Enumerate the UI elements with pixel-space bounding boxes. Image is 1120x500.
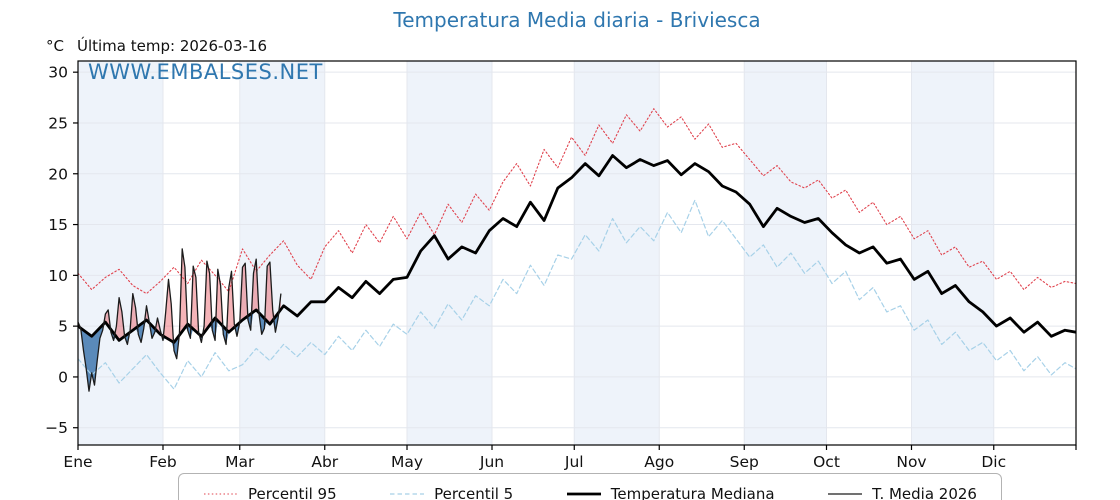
month-band (239, 61, 325, 445)
y-tick-label: 15 (48, 216, 68, 234)
series-line-2026 (78, 248, 282, 392)
legend-item-percentil-95: Percentil 95 (203, 485, 337, 500)
legend-swatch-percentil-5-icon (390, 493, 425, 495)
x-tick-label: Sep (730, 453, 759, 470)
legend-label: Temperatura Mediana (610, 485, 775, 500)
y-tick-label: 10 (48, 267, 68, 285)
x-tick-label: Abr (311, 453, 338, 470)
x-tick-label: Jul (564, 453, 584, 470)
legend-swatch-2026-icon (828, 493, 863, 495)
month-band (574, 61, 660, 445)
y-tick-label: −5 (45, 419, 68, 437)
x-tick-label: Nov (896, 453, 926, 470)
y-tick-label: 5 (58, 318, 68, 336)
legend-swatch-percentil-95-icon (204, 493, 238, 495)
chart-title: Temperatura Media diaria - Briviesca (393, 8, 761, 32)
fill-below-median (78, 309, 281, 392)
plot-area: 30 25 20 15 10 5 0 −5 Ene Feb Mar Abr May Jun Jul Ago Se… (45, 60, 1077, 470)
month-band (78, 61, 163, 445)
month-band (911, 61, 994, 445)
series-line-1 (78, 199, 1076, 390)
plot-border (77, 60, 1077, 446)
legend-label: T. Media 2026 (872, 485, 977, 500)
x-tick-label: Oct (813, 453, 840, 470)
y-tick-label: 30 (48, 64, 68, 82)
x-tick-label: Ene (63, 453, 92, 470)
legend-item-percentil-5: Percentil 5 (389, 485, 513, 500)
y-axis-unit-label: °C (46, 37, 64, 55)
fill-above-median (78, 248, 281, 343)
legend-item-temperatura-mediana: Temperatura Mediana (566, 485, 775, 500)
subtitle-row: °C Última temp: 2026-03-16 (46, 37, 267, 55)
y-tick-label: 25 (48, 114, 68, 132)
y-tick-label: 20 (48, 165, 68, 183)
series-group (78, 108, 1076, 392)
x-tick-label: Mar (225, 453, 255, 470)
legend-swatch-mediana-icon (566, 492, 601, 496)
month-band (744, 61, 827, 445)
x-tick-label: Jun (479, 453, 504, 470)
legend-label: Percentil 5 (434, 485, 514, 500)
legend: Percentil 95 Percentil 5 Temperatura Med… (178, 473, 1002, 500)
watermark: WWW.EMBALSES.NET (88, 60, 323, 84)
y-tick-label: 0 (58, 368, 68, 386)
x-tick-label: May (391, 453, 423, 470)
x-tick-label: Dic (981, 453, 1006, 470)
series-line-2 (78, 154, 1076, 344)
legend-label: Percentil 95 (248, 485, 337, 500)
series-line-0 (78, 108, 1076, 295)
x-tick-label: Feb (149, 453, 176, 470)
legend-item-t-media-2026: T. Media 2026 (827, 485, 977, 500)
x-tick-label: Ago (644, 453, 674, 470)
last-temp-label: Última temp: 2026-03-16 (76, 37, 267, 55)
